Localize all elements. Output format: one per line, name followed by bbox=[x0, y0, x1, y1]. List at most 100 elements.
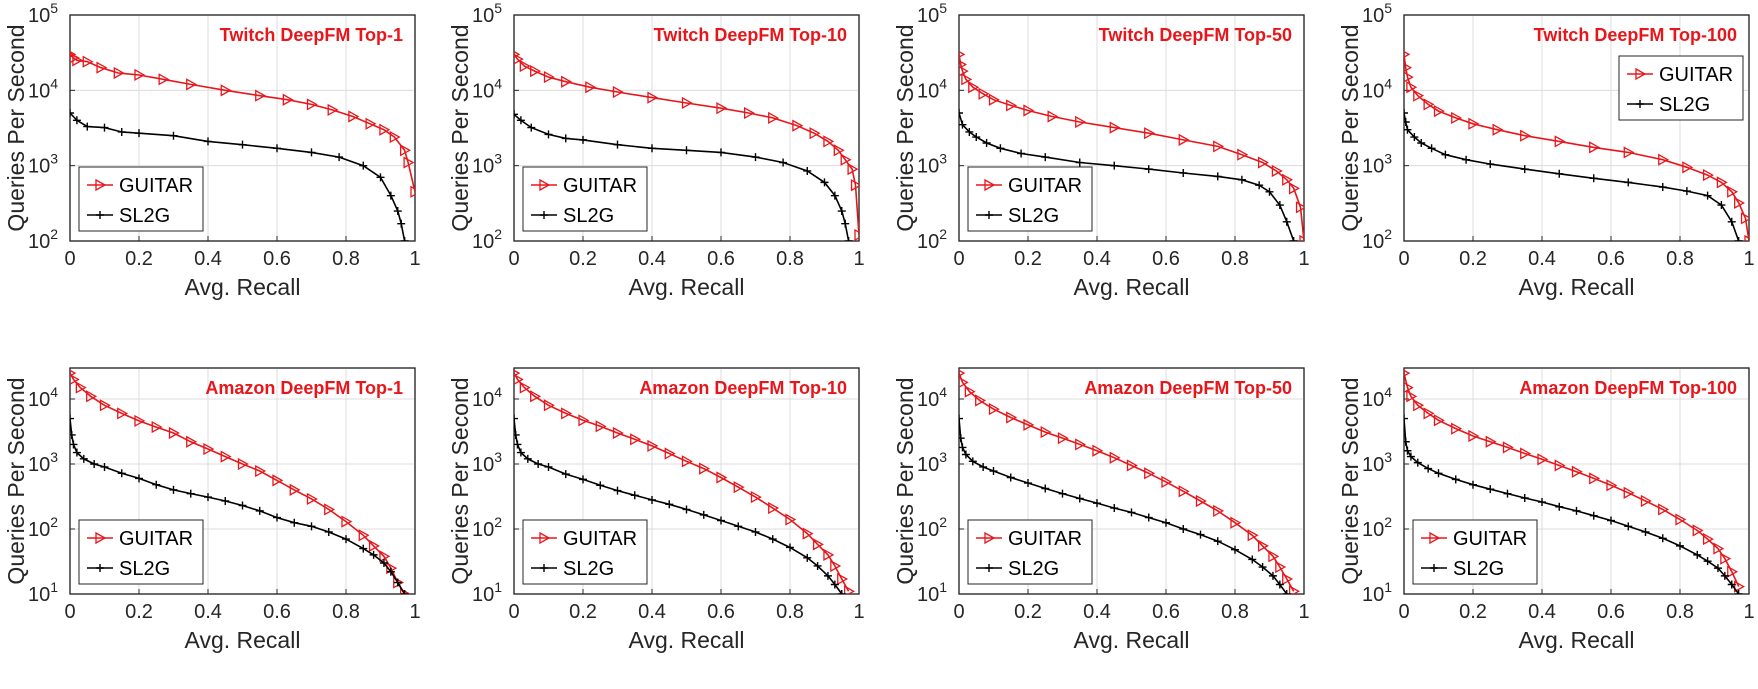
data-point-sl2g bbox=[1676, 541, 1684, 550]
data-point-sl2g bbox=[1196, 530, 1205, 539]
chart-title: Amazon DeepFM Top-100 bbox=[1519, 378, 1737, 398]
data-point-guitar bbox=[70, 374, 80, 385]
data-point-guitar bbox=[1075, 438, 1087, 451]
x-tick-label: 0 bbox=[953, 248, 964, 270]
data-point-sl2g bbox=[1589, 511, 1598, 520]
data-point-guitar bbox=[514, 50, 521, 58]
data-point-guitar bbox=[255, 89, 267, 102]
data-point-guitar bbox=[664, 447, 676, 460]
data-point-sl2g bbox=[1258, 563, 1267, 572]
data-point-guitar bbox=[1075, 115, 1087, 129]
data-point-guitar bbox=[86, 390, 98, 403]
y-tick-base: 10 bbox=[472, 156, 494, 178]
data-point-guitar bbox=[959, 65, 969, 77]
y-tick-exponent: 5 bbox=[50, 0, 58, 16]
data-point-guitar bbox=[203, 442, 215, 456]
data-point-sl2g bbox=[965, 127, 974, 136]
data-point-sl2g bbox=[1503, 489, 1512, 498]
data-point-guitar bbox=[1257, 539, 1269, 552]
y-tick-exponent: 5 bbox=[1384, 0, 1392, 16]
data-point-guitar bbox=[1109, 121, 1121, 134]
y-tick-base: 10 bbox=[917, 156, 939, 178]
x-tick-label: 0.8 bbox=[1221, 248, 1249, 270]
data-point-guitar bbox=[1271, 164, 1283, 178]
data-point-guitar bbox=[117, 407, 129, 420]
data-point-sl2g bbox=[561, 134, 570, 143]
data-point-sl2g bbox=[1404, 109, 1408, 118]
data-point-guitar bbox=[1178, 133, 1190, 146]
y-tick-label: 104 bbox=[917, 75, 947, 102]
legend: GUITAR SL2G bbox=[1412, 519, 1538, 585]
data-point-sl2g bbox=[70, 440, 78, 449]
data-point-guitar bbox=[70, 50, 77, 58]
data-point-guitar bbox=[1716, 176, 1728, 189]
data-point-sl2g bbox=[734, 522, 743, 531]
data-point-guitar bbox=[1520, 447, 1532, 460]
data-point-guitar bbox=[1406, 81, 1418, 94]
data-point-sl2g bbox=[613, 140, 622, 149]
y-tick-base: 10 bbox=[1362, 519, 1384, 541]
data-point-guitar bbox=[1423, 407, 1435, 420]
chart-title: Twitch DeepFM Top-50 bbox=[1099, 25, 1292, 45]
data-point-sl2g bbox=[1658, 183, 1667, 192]
data-point-guitar bbox=[1589, 472, 1601, 485]
y-axis-label: Queries Per Second bbox=[3, 377, 29, 584]
data-point-sl2g bbox=[335, 153, 344, 162]
data-point-guitar bbox=[961, 73, 973, 86]
y-axis-label: Queries Per Second bbox=[3, 24, 29, 231]
y-tick-label: 101 bbox=[472, 579, 502, 606]
data-point-guitar bbox=[96, 61, 108, 74]
data-point-guitar bbox=[99, 399, 111, 412]
y-tick-label: 102 bbox=[28, 226, 58, 253]
y-tick-label: 101 bbox=[28, 579, 58, 606]
y-tick-exponent: 5 bbox=[939, 0, 947, 16]
chart-title: Amazon DeepFM Top-10 bbox=[639, 378, 847, 398]
data-point-sl2g bbox=[1404, 414, 1408, 423]
y-tick-label: 104 bbox=[1362, 75, 1392, 102]
y-tick-exponent: 1 bbox=[1384, 579, 1392, 595]
y-axis-label: Queries Per Second bbox=[1337, 24, 1363, 231]
data-point-sl2g bbox=[648, 144, 656, 153]
y-tick-exponent: 1 bbox=[939, 579, 947, 595]
y-tick-label: 103 bbox=[28, 151, 58, 178]
data-point-sl2g bbox=[83, 122, 92, 131]
data-point-guitar bbox=[1247, 529, 1259, 542]
legend-box bbox=[522, 519, 648, 585]
data-point-sl2g bbox=[1275, 580, 1284, 589]
data-point-guitar bbox=[410, 185, 415, 198]
y-tick-exponent: 2 bbox=[939, 226, 947, 242]
legend-marker-guitar bbox=[539, 178, 551, 192]
x-tick-label: 0.6 bbox=[1152, 601, 1180, 623]
x-tick-label: 0.2 bbox=[569, 248, 597, 270]
x-tick-label: 0 bbox=[64, 601, 75, 623]
y-tick-label: 101 bbox=[1362, 579, 1392, 606]
data-point-guitar bbox=[750, 490, 762, 504]
data-point-guitar bbox=[978, 87, 990, 100]
y-tick-base: 10 bbox=[917, 389, 939, 411]
chart-title: Amazon DeepFM Top-1 bbox=[205, 378, 403, 398]
legend-box bbox=[967, 166, 1093, 232]
plot-frame bbox=[1403, 14, 1750, 242]
data-point-sl2g bbox=[221, 496, 230, 505]
y-tick-base: 10 bbox=[472, 231, 494, 253]
data-point-sl2g bbox=[1641, 527, 1650, 536]
data-point-sl2g bbox=[1237, 175, 1246, 184]
data-point-sl2g bbox=[135, 129, 143, 138]
data-point-guitar bbox=[837, 572, 849, 586]
y-axis-label: Queries Per Second bbox=[1337, 377, 1363, 584]
y-tick-base: 10 bbox=[1362, 156, 1384, 178]
data-point-guitar bbox=[1727, 565, 1739, 578]
data-point-sl2g bbox=[1486, 160, 1495, 169]
data-point-guitar bbox=[1606, 479, 1618, 492]
data-point-guitar bbox=[1734, 580, 1745, 593]
data-point-guitar bbox=[399, 144, 411, 157]
data-point-sl2g bbox=[359, 161, 368, 170]
x-tick-label: 1 bbox=[853, 601, 864, 623]
data-point-guitar bbox=[1740, 212, 1749, 225]
data-point-guitar bbox=[514, 374, 524, 385]
y-tick-label: 102 bbox=[917, 514, 947, 541]
data-point-guitar bbox=[1727, 185, 1739, 198]
data-point-guitar bbox=[833, 144, 845, 157]
data-point-sl2g bbox=[1404, 446, 1412, 455]
